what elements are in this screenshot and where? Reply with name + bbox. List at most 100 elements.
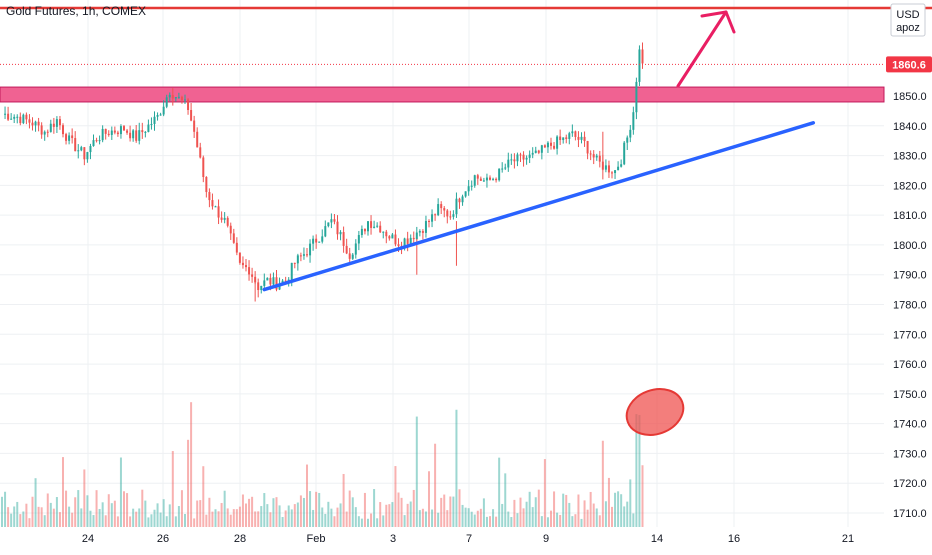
volume-bar [214, 509, 217, 527]
volume-bar [498, 457, 501, 527]
candle [31, 122, 34, 126]
volume-bar [68, 506, 71, 527]
volume-bar [397, 492, 400, 527]
candle [632, 112, 635, 130]
candle [598, 155, 601, 162]
volume-bar [318, 492, 321, 527]
currency-frame [890, 3, 926, 37]
volume-bar [367, 518, 369, 527]
candle [397, 244, 400, 246]
y-tick-label: 1740.0 [893, 419, 927, 431]
volume-bar [607, 477, 610, 527]
volume-bar [19, 514, 22, 527]
candle [245, 265, 247, 268]
volume-bar [489, 516, 491, 527]
volume-bar [232, 509, 235, 527]
candle [440, 204, 443, 209]
volume-bar [522, 508, 525, 527]
volume-bar [550, 510, 552, 527]
volume-bar [510, 517, 513, 527]
candle [470, 185, 473, 187]
candle [531, 152, 534, 155]
volume-bar [415, 416, 418, 527]
volume-bar [400, 497, 403, 527]
y-tick-label: 1840.0 [893, 121, 927, 133]
candle [556, 136, 559, 149]
candle [443, 208, 446, 211]
volume-bar [525, 501, 528, 527]
volume-bar [71, 512, 74, 527]
x-tick-label: 24 [82, 533, 94, 545]
volume-bar [205, 514, 208, 527]
candle [550, 142, 552, 146]
volume-bar [626, 501, 629, 527]
volume-bar [589, 491, 592, 527]
candle [318, 241, 321, 243]
volume-bar [34, 478, 37, 527]
candle [617, 166, 620, 171]
y-tick-label: 1710.0 [893, 508, 927, 520]
candle [214, 206, 217, 208]
candle [562, 137, 565, 141]
volume-bar [467, 508, 470, 527]
volume-bar [171, 451, 174, 527]
volume-bar [37, 506, 40, 527]
candle [452, 214, 455, 217]
volume-bar [174, 516, 177, 527]
candle [80, 147, 83, 151]
volume-spike-circle [625, 388, 685, 436]
candle [321, 236, 324, 242]
volume-bar [333, 516, 336, 527]
volume-bar [604, 501, 607, 527]
volume-bar [92, 515, 95, 527]
volume-bar [83, 469, 86, 527]
candle [205, 177, 208, 193]
volume-bar [571, 516, 574, 527]
candle [129, 132, 132, 139]
candle [293, 262, 296, 264]
candle [336, 221, 339, 235]
candle [467, 186, 470, 192]
candle [34, 121, 37, 126]
y-tick-label: 1770.0 [893, 329, 927, 341]
volume-bar [495, 516, 498, 527]
x-tick-label: 16 [728, 533, 740, 545]
volume-bar [504, 473, 507, 527]
candle [299, 255, 302, 257]
x-axis: 24 26 28 Feb 3 7 9 14 16 21 [82, 533, 854, 545]
candle [296, 255, 299, 264]
volume-bar [394, 466, 397, 527]
volume-bar [516, 513, 519, 527]
candle [604, 165, 607, 170]
volume-bar [296, 502, 299, 527]
volume-bar [119, 457, 122, 527]
candle [510, 159, 513, 161]
candle [607, 165, 610, 173]
volume-bar [144, 500, 147, 527]
candle [324, 226, 327, 237]
volume-bar [77, 490, 80, 527]
volume-bar [245, 503, 247, 527]
volume-bar [540, 516, 543, 527]
volume-bar [534, 497, 537, 527]
volume-bar [357, 516, 360, 527]
candle [302, 254, 305, 256]
volume-bar [229, 514, 232, 527]
candle [7, 113, 10, 120]
volume-bar [184, 513, 186, 527]
candle [126, 130, 129, 133]
volume-bar [132, 508, 135, 527]
volume-bar [363, 492, 366, 527]
volume-bar [446, 510, 449, 527]
volume-bar [180, 490, 183, 527]
grid [0, 0, 884, 527]
candle [89, 146, 92, 153]
candle [476, 175, 479, 179]
candle [37, 121, 40, 126]
volume-bar [275, 497, 278, 527]
candle [260, 285, 263, 291]
volume-bar [611, 506, 613, 527]
